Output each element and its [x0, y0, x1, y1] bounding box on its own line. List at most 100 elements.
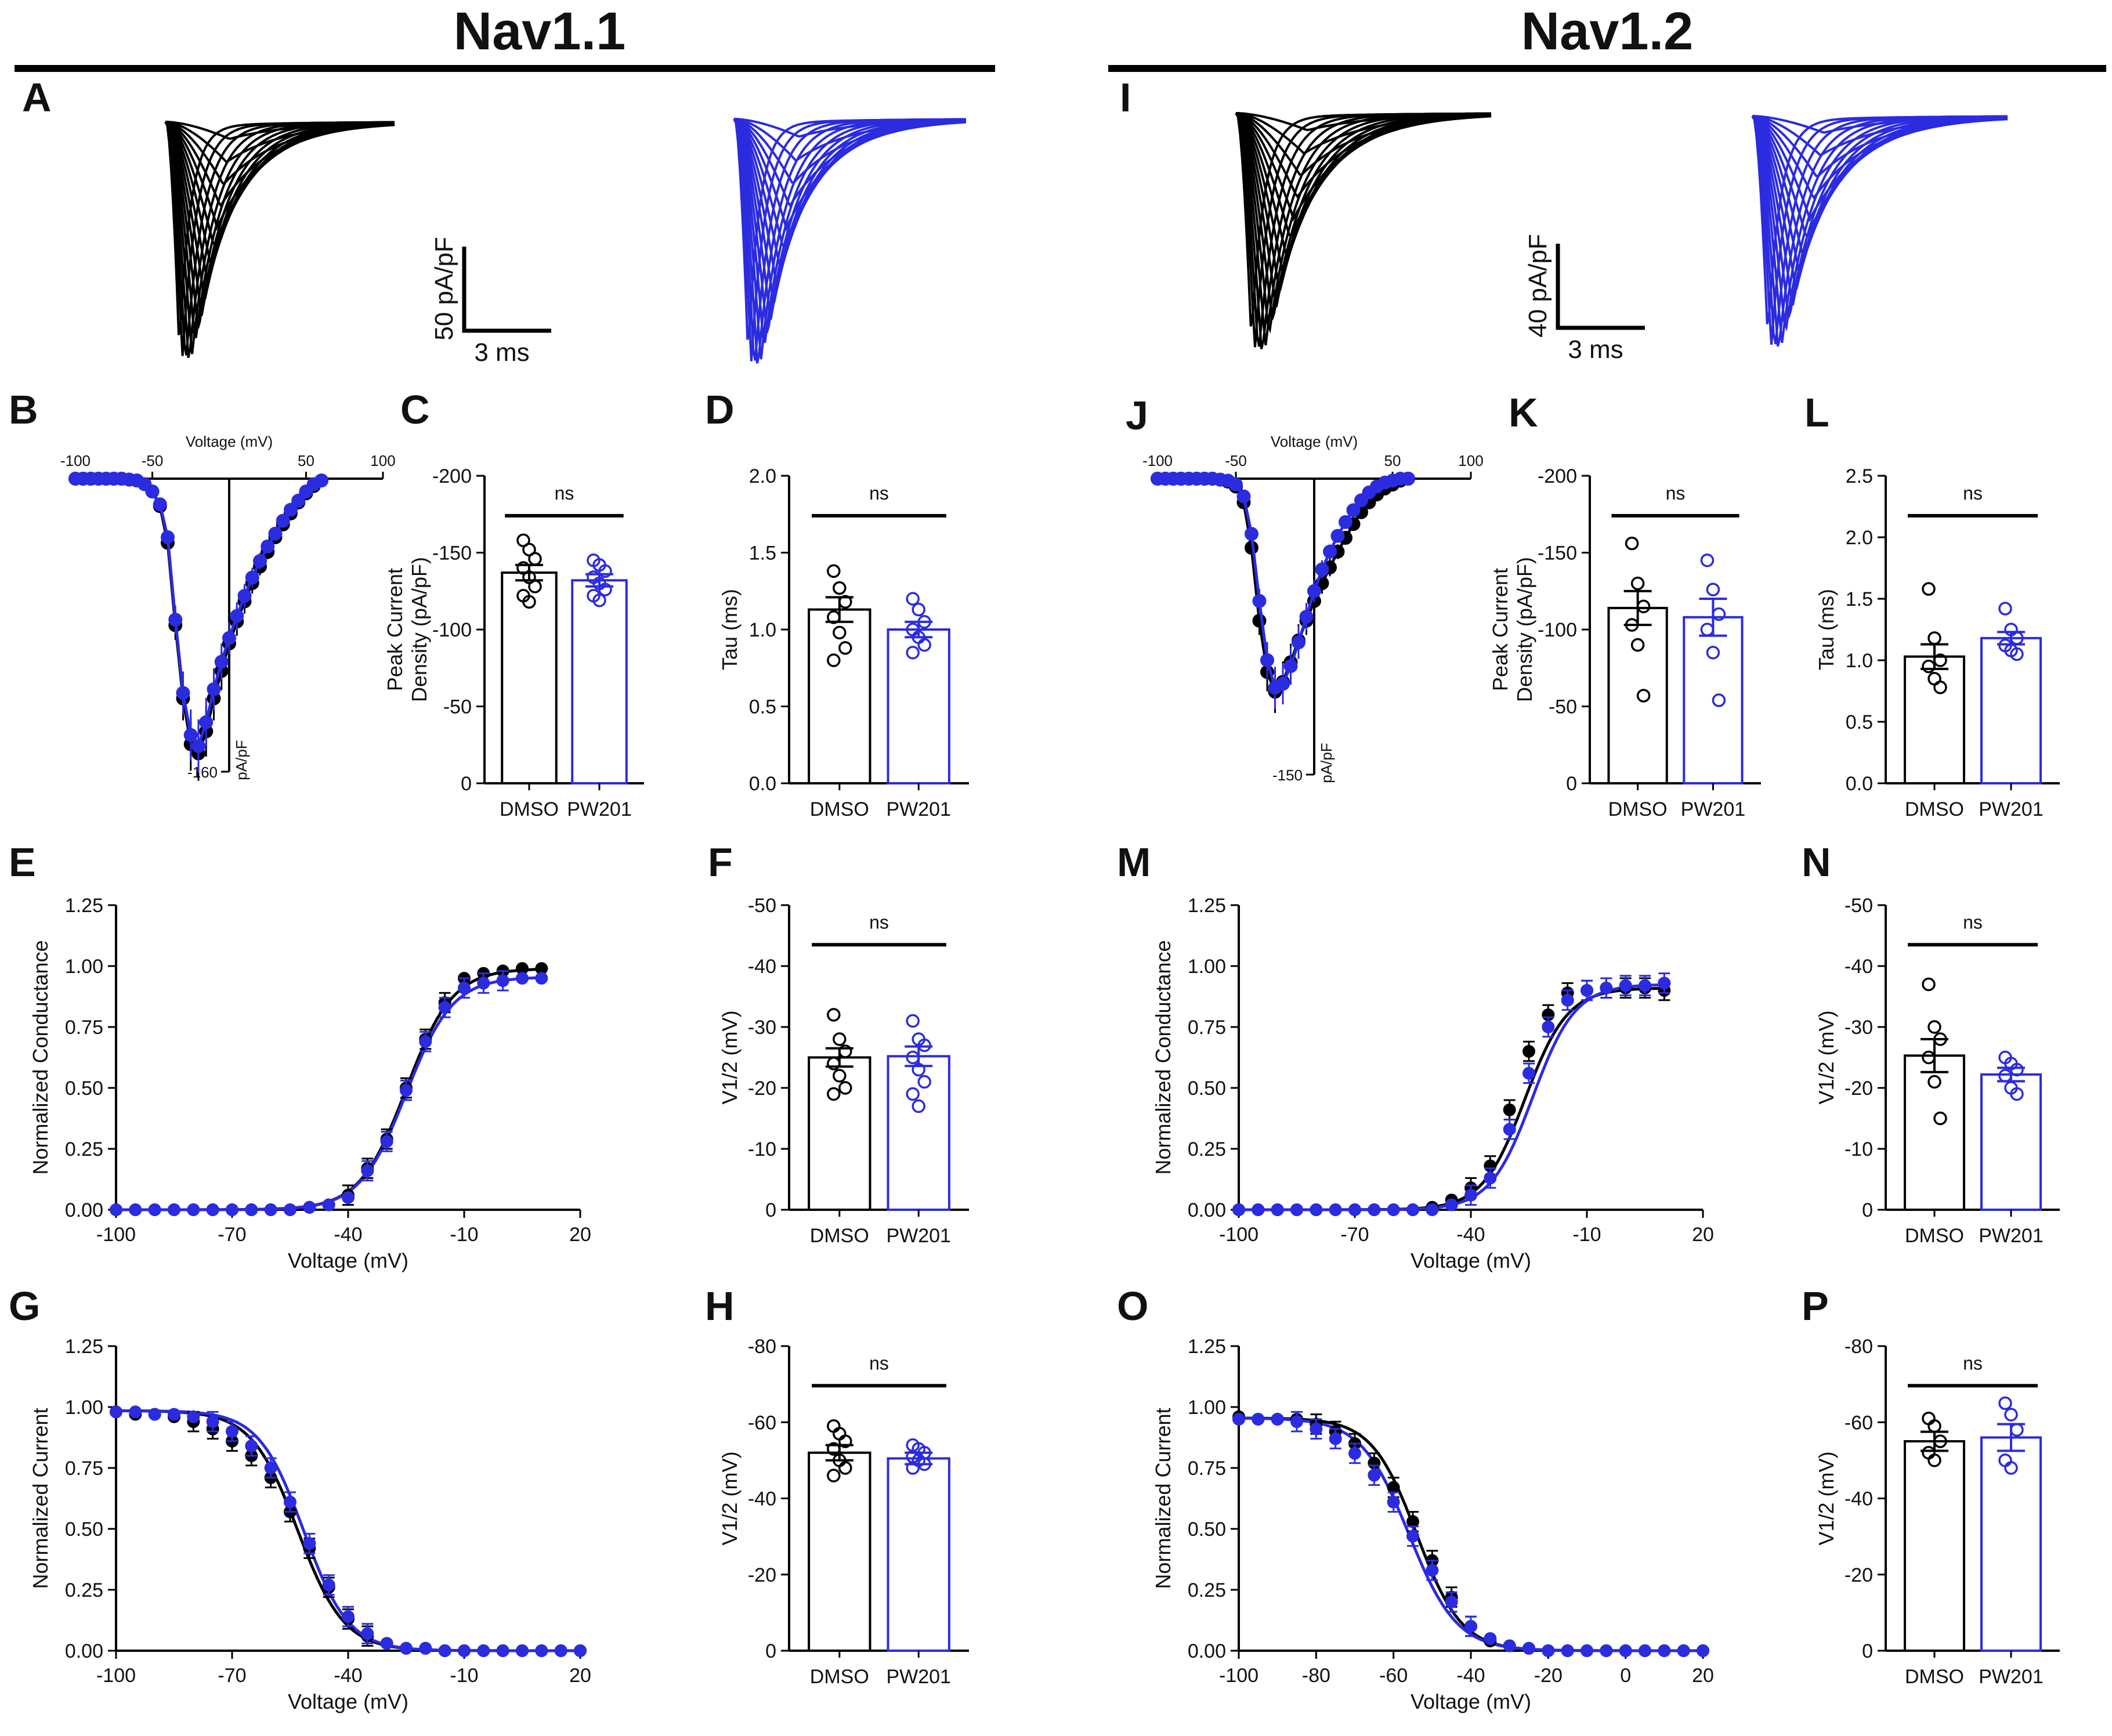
bar-x-tick-label: DMSO — [1608, 798, 1668, 820]
iv-point-pw201 — [1252, 594, 1267, 608]
bar-y-tick-label: 0 — [461, 773, 472, 795]
iv-point-pw201 — [161, 530, 175, 544]
iv-x-tick-label: -50 — [1225, 452, 1247, 469]
bar-point-dmso — [1933, 680, 1947, 695]
curve-x-axis-title: Voltage (mV) — [1411, 1249, 1531, 1272]
iv-point-pw201 — [276, 513, 290, 528]
curve-x-tick-label: -40 — [334, 1224, 362, 1246]
panel-k-letter-group: K — [1509, 390, 1538, 435]
curve-point-pw201 — [148, 1203, 161, 1216]
panel-o-letter-group: O — [1117, 1283, 1148, 1329]
curve-y-tick-label: 0.00 — [1188, 1640, 1226, 1662]
curve-point-pw201 — [1581, 1644, 1593, 1657]
trace-pw201-16 — [733, 118, 967, 162]
bar-dmso — [808, 1056, 871, 1211]
curve-point-pw201 — [438, 1001, 451, 1014]
scale-bar-lines — [462, 247, 551, 333]
bar-y-tick-label: -20 — [748, 1564, 776, 1586]
curve-y-tick-label: 0.00 — [65, 1199, 103, 1221]
curve-x-tick-label: 20 — [569, 1665, 591, 1687]
bar-point-pw201 — [917, 638, 931, 652]
bar-x-tick-label: PW201 — [567, 798, 632, 820]
iv-point-pw201 — [1292, 635, 1305, 650]
curve-point-pw201 — [458, 1644, 471, 1657]
bar-point-dmso — [827, 1057, 841, 1070]
curve-point-dmso — [1387, 1481, 1400, 1494]
curve-point-pw201 — [245, 1440, 258, 1453]
panel-n-bar-chart: 0 -10 -20 -30 -40 -50 V1/2 (mV) DMSO PW201 ns — [1814, 895, 2060, 1247]
curve-y-tick-label: 0.50 — [1188, 1077, 1226, 1100]
iv-point-pw201 — [1299, 610, 1314, 624]
bar-point-pw201 — [598, 583, 612, 596]
curve-point-dmso — [1522, 1045, 1535, 1058]
curve-point-pw201 — [1426, 1564, 1439, 1577]
curve-x-tick-label: -80 — [1302, 1665, 1330, 1687]
iv-point-pw201 — [1339, 515, 1352, 529]
significance-label: ns — [869, 1352, 889, 1373]
curve-point-pw201 — [1271, 1203, 1284, 1216]
bar-point-pw201 — [1998, 602, 2012, 616]
significance-label: ns — [1963, 1352, 1983, 1373]
bar-y-axis-title: V1/2 (mV) — [1814, 1010, 1838, 1104]
bar-point-pw201 — [598, 564, 612, 578]
iv-point-pw201 — [183, 728, 198, 742]
curve-point-pw201 — [1368, 1469, 1381, 1482]
curve-x-tick-label: -100 — [96, 1665, 136, 1687]
bar-y-axis-title: Density (pA/pF) — [1513, 557, 1536, 702]
bar-point-pw201 — [592, 593, 606, 607]
curve-y-axis-title: Normalized Conductance — [1151, 940, 1175, 1174]
bar-y-tick-label: 0 — [1566, 773, 1577, 795]
curve-point-pw201 — [419, 1641, 432, 1655]
curve-point-pw201 — [477, 976, 490, 990]
curve-y-tick-label: 0.75 — [1188, 1457, 1226, 1480]
curve-x-tick-label: -10 — [450, 1224, 478, 1246]
panel-letter-k: K — [1509, 390, 1538, 435]
iv-point-pw201 — [1245, 527, 1258, 541]
curve-point-dmso — [1406, 1515, 1419, 1528]
curve-point-pw201 — [129, 1405, 142, 1419]
scale-bar: 50 pA/pF 3 ms — [430, 237, 551, 367]
fit-curve-pw201 — [1239, 983, 1665, 1211]
bar-point-dmso — [1927, 1453, 1941, 1467]
bar-point-dmso — [827, 653, 841, 667]
bar-y-tick-label: 1.0 — [1846, 650, 1873, 672]
bar-point-dmso — [827, 610, 841, 624]
panel-p-bar-chart: 0 -20 -40 -60 -80 V1/2 (mV) DMSO PW201 ns — [1814, 1336, 2060, 1688]
bar-x-tick-label: PW201 — [886, 798, 951, 820]
bar-point-dmso — [1625, 618, 1639, 632]
curve-point-pw201 — [1522, 1066, 1535, 1080]
panel-f-bar-chart: 0 -10 -20 -30 -40 -50 V1/2 (mV) DMSO PW201 ns — [718, 895, 969, 1247]
bar-y-axis-title: Density (pA/pF) — [407, 557, 431, 702]
bar-point-dmso — [528, 580, 542, 594]
bar-point-pw201 — [1706, 583, 1720, 596]
bar-point-pw201 — [2010, 647, 2024, 661]
bar-y-tick-label: -20 — [748, 1077, 776, 1100]
panel-j-iv-plot: -100 -50 50 100 Voltage (mV) -150 pA/pF — [1142, 433, 1484, 784]
bar-y-axis-title: Tau (ms) — [718, 589, 742, 670]
panel-letter-b: B — [9, 387, 38, 432]
curve-x-axis-title: Voltage (mV) — [288, 1690, 408, 1713]
panel-e-letter-group: E — [9, 840, 36, 885]
bar-y-tick-label: 0.5 — [749, 696, 776, 718]
bar-y-tick-label: -20 — [1845, 1564, 1873, 1586]
bar-y-tick-label: 0.0 — [1846, 773, 1873, 795]
panel-letter-e: E — [9, 840, 36, 885]
iv-point-pw201 — [1315, 562, 1329, 577]
bar-y-tick-label: -100 — [432, 619, 472, 641]
significance-label: ns — [869, 912, 889, 932]
bar-point-dmso — [1933, 1434, 1947, 1448]
bar-dmso — [1904, 1440, 1965, 1652]
curve-point-pw201 — [1368, 1203, 1381, 1216]
trace-dmso-17 — [1236, 112, 1492, 132]
scale-bar: 40 pA/pF 3 ms — [1524, 234, 1645, 364]
bar-y-tick-label: -80 — [1845, 1336, 1873, 1358]
bar-point-dmso — [1630, 638, 1645, 652]
bar-x-tick-label: PW201 — [1979, 1666, 2044, 1688]
curve-x-tick-label: -100 — [1219, 1224, 1258, 1246]
fit-curve-pw201 — [116, 976, 542, 1211]
bar-point-pw201 — [1706, 646, 1720, 660]
curve-y-tick-label: 0.50 — [65, 1518, 103, 1540]
bar-point-pw201 — [2004, 1408, 2018, 1422]
scale-bar-x-label: 3 ms — [1568, 335, 1623, 364]
curve-point-pw201 — [1445, 1596, 1458, 1608]
